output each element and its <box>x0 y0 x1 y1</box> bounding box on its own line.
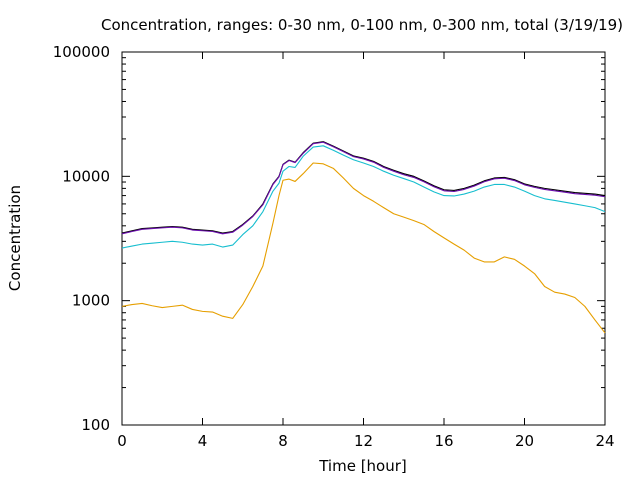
y-tick-label: 1000 <box>72 292 110 310</box>
y-minor-ticks <box>122 57 605 389</box>
series-line-4 <box>121 162 606 334</box>
x-tick-label: 8 <box>278 432 288 450</box>
x-tick-label: 20 <box>515 432 534 450</box>
x-axis-title: Time [hour] <box>318 457 407 475</box>
y-tick-label: 100000 <box>53 43 110 61</box>
series-group <box>121 141 606 334</box>
series-line-1 <box>121 141 606 234</box>
y-tick-label: 100 <box>81 416 110 434</box>
x-tick-label: 24 <box>595 432 614 450</box>
x-tick-label: 12 <box>354 432 373 450</box>
x-tick-label: 4 <box>198 432 208 450</box>
y-major-ticks: 100 1000 10000 100000 <box>53 43 605 434</box>
x-ticks: 0 4 8 12 16 20 24 <box>117 52 615 450</box>
x-tick-label: 16 <box>434 432 453 450</box>
y-tick-label: 10000 <box>62 167 110 185</box>
plot-frame <box>121 51 606 426</box>
series-line-3 <box>121 145 606 249</box>
chart-title: Concentration, ranges: 0-30 nm, 0-100 nm… <box>101 16 623 34</box>
y-axis-title: Concentration <box>6 185 24 291</box>
x-tick-label: 0 <box>117 432 127 450</box>
series-line-2 <box>121 141 606 235</box>
